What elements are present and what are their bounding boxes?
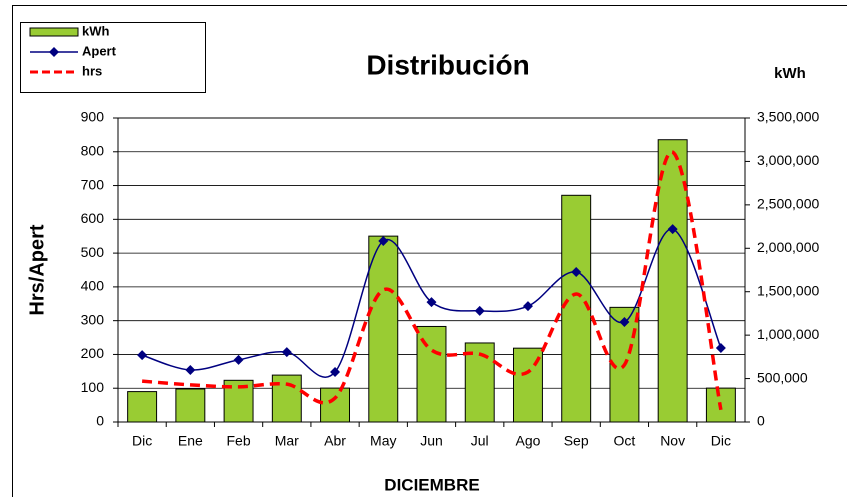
legend-label: Apert xyxy=(82,43,117,58)
y2-tick-label: 2,500,000 xyxy=(757,196,819,212)
y-axis-label: Hrs/Apert xyxy=(26,224,48,315)
y-tick-label: 700 xyxy=(81,176,105,192)
marker xyxy=(233,354,244,365)
y-tick-label: 300 xyxy=(81,311,105,327)
x-tick-label: Sep xyxy=(564,433,589,449)
marker xyxy=(522,301,533,312)
x-tick-label: Nov xyxy=(660,433,685,449)
marker xyxy=(281,347,292,358)
y-tick-label: 900 xyxy=(81,109,105,125)
y2-tick-label: 0 xyxy=(757,413,765,429)
y-tick-label: 0 xyxy=(96,413,104,429)
marker xyxy=(474,305,485,316)
y2-tick-label: 1,500,000 xyxy=(757,282,819,298)
x-tick-label: May xyxy=(370,433,396,449)
legend-swatch xyxy=(29,27,79,37)
bar xyxy=(416,325,447,423)
marker xyxy=(185,364,196,375)
x-tick-label: Abr xyxy=(324,433,346,449)
marker xyxy=(571,267,582,278)
x-tick-label: Dic xyxy=(132,433,152,449)
y-tick-label: 600 xyxy=(81,210,105,226)
y2-tick-label: 3,500,000 xyxy=(757,109,819,125)
y-tick-label: 500 xyxy=(81,244,105,260)
legend-label: kWh xyxy=(82,23,110,38)
marker xyxy=(330,367,341,378)
x-tick-label: Ene xyxy=(178,433,203,449)
bar xyxy=(368,235,399,423)
bar xyxy=(561,194,592,423)
x-tick-label: Dic xyxy=(711,433,731,449)
marker xyxy=(715,343,726,354)
x-tick-label: Feb xyxy=(227,433,251,449)
bar xyxy=(657,139,688,423)
legend-label: hrs xyxy=(82,63,102,78)
bar xyxy=(320,387,351,423)
marker xyxy=(137,350,148,361)
chart-title: Distribución xyxy=(366,49,529,80)
x-tick-label: Mar xyxy=(275,433,299,449)
y2-tick-label: 3,000,000 xyxy=(757,152,819,168)
x-tick-label: Ago xyxy=(516,433,541,449)
x-tick-label: Jun xyxy=(420,433,443,449)
y2-tick-label: 1,000,000 xyxy=(757,326,819,342)
marker xyxy=(426,297,437,308)
legend-marker xyxy=(49,47,59,57)
y-tick-label: 400 xyxy=(81,278,105,294)
x-tick-label: Jul xyxy=(471,433,489,449)
line xyxy=(141,150,723,411)
bar xyxy=(127,391,158,423)
y2-axis-label: kWh xyxy=(774,65,806,82)
x-tick-label: Oct xyxy=(614,433,636,449)
y-tick-label: 100 xyxy=(81,379,105,395)
x-axis-label: DICIEMBRE xyxy=(384,475,479,494)
marker xyxy=(619,317,630,328)
bar xyxy=(464,342,495,423)
y-tick-label: 200 xyxy=(81,345,105,361)
y2-tick-label: 2,000,000 xyxy=(757,239,819,255)
y2-tick-label: 500,000 xyxy=(757,369,808,385)
marker xyxy=(667,224,678,235)
marker xyxy=(378,235,389,246)
y-tick-label: 800 xyxy=(81,142,105,158)
bar xyxy=(175,388,206,423)
